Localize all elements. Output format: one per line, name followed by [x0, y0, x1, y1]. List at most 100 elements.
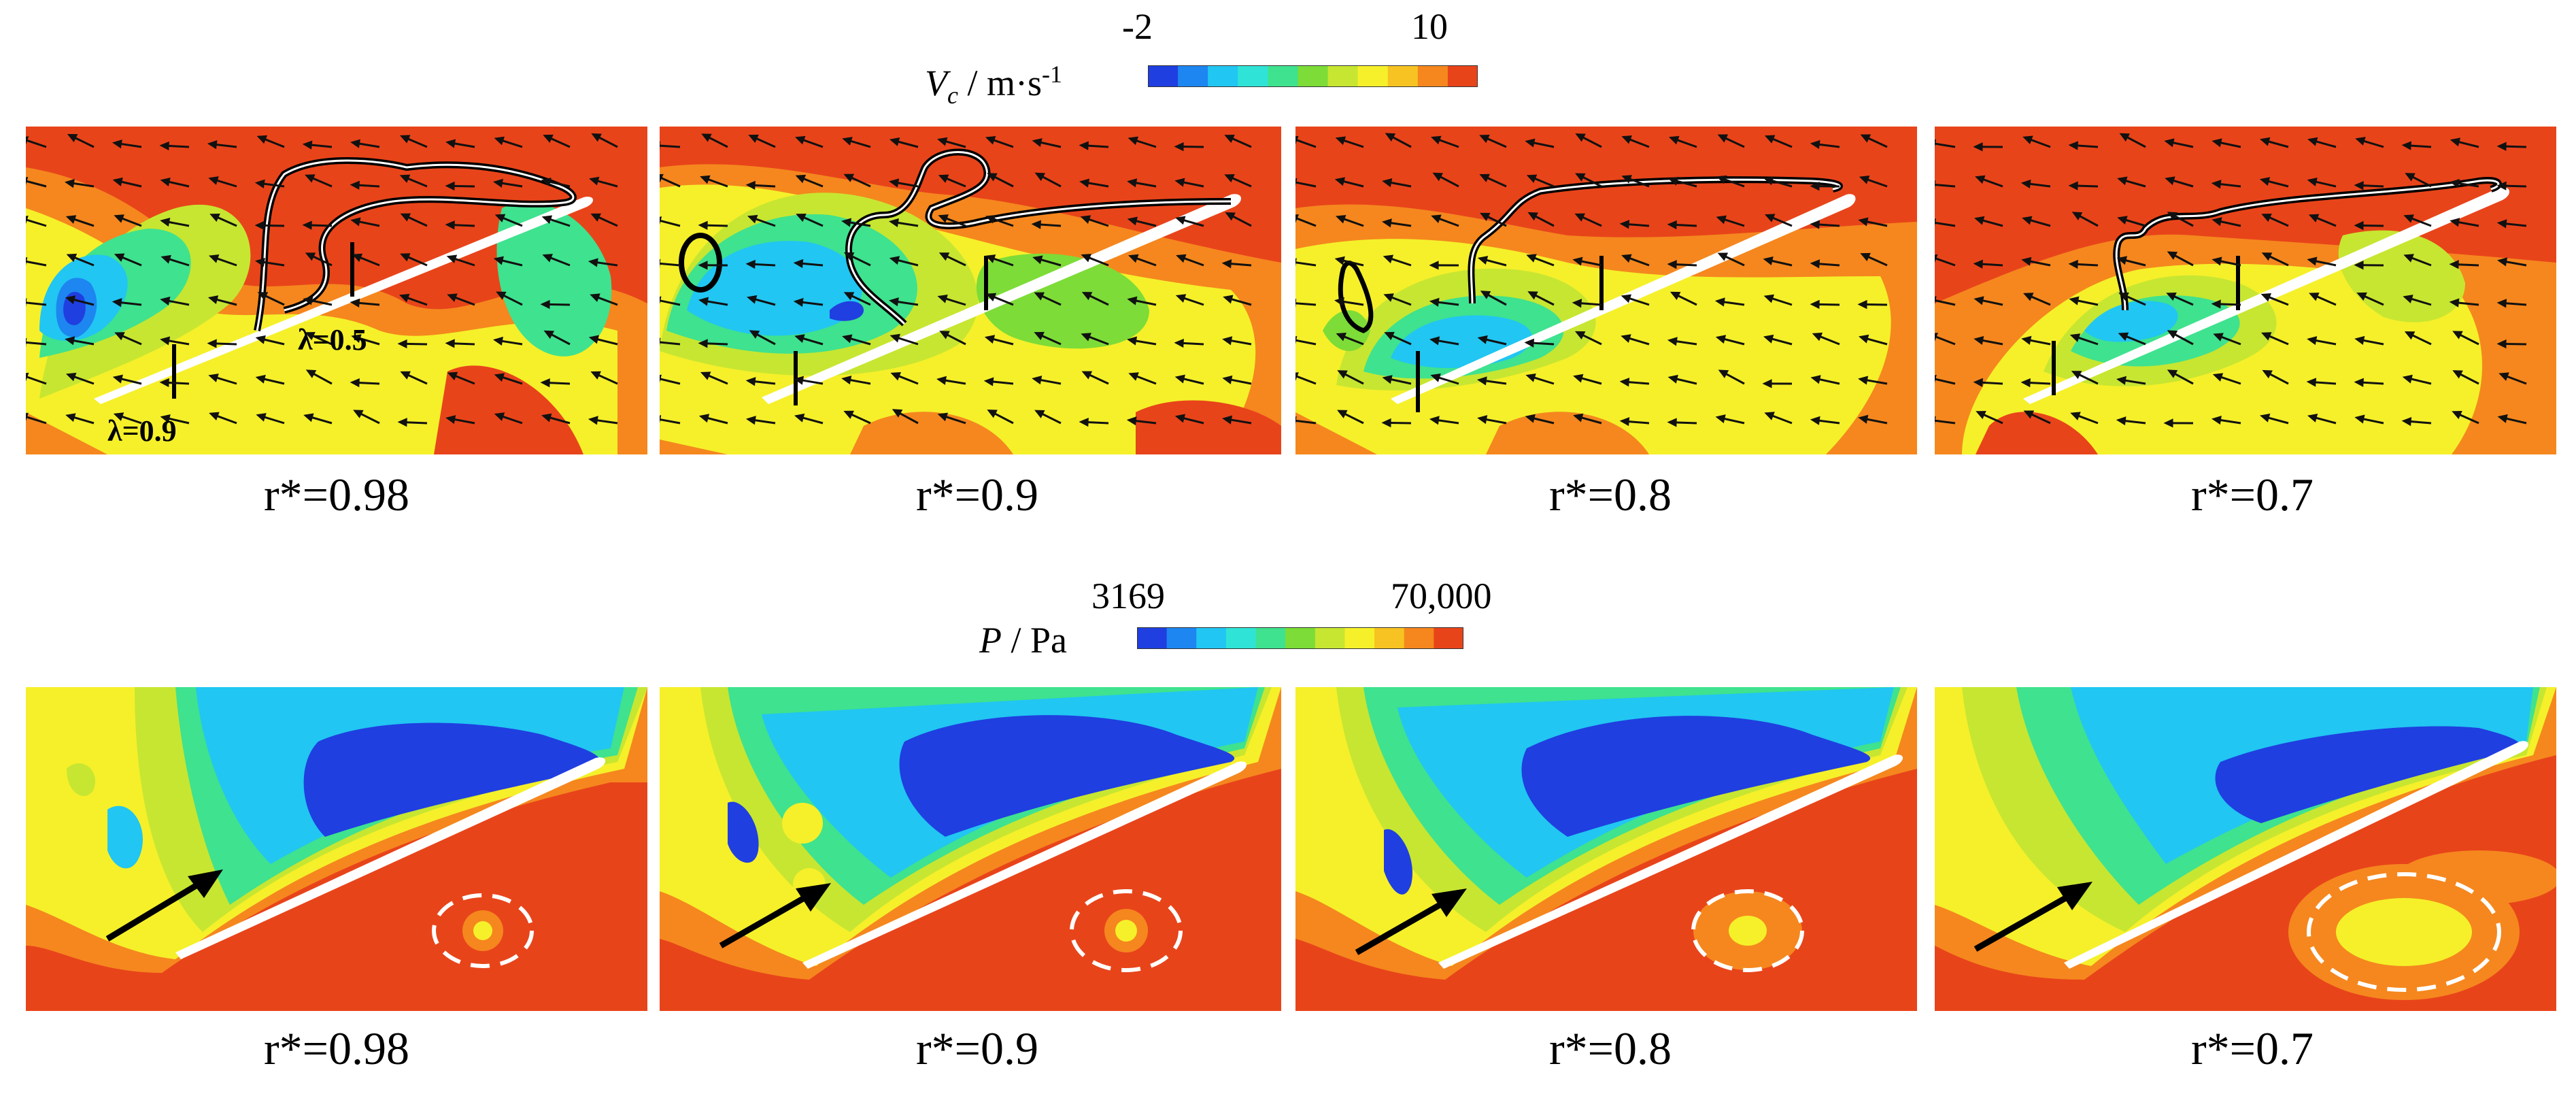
velocity-colorbar-label: Vc / m·s-1: [925, 61, 1062, 109]
velocity-vector-head: [1973, 378, 1983, 387]
velocity-vector-head: [256, 135, 268, 144]
velocity-vector-head: [1573, 413, 1584, 422]
velocity-vector-head: [1225, 212, 1236, 221]
velocity-vector-head: [889, 178, 900, 188]
velocity-vector: [660, 299, 681, 306]
velocity-vector-head: [1573, 373, 1584, 383]
velocity-vector-head: [26, 216, 29, 225]
velocity-vector-head: [1975, 175, 1986, 184]
velocity-vector-head: [1621, 334, 1631, 343]
velocity-vector-head: [698, 339, 708, 348]
velocity-vector-head: [399, 293, 410, 303]
velocity-vector-head: [2449, 298, 2460, 308]
velocity-vector-head: [698, 261, 708, 270]
velocity-vector-head: [1619, 378, 1630, 387]
velocity-vector-head: [2450, 218, 2460, 227]
velocity-vector: [1295, 138, 1317, 148]
velocity-vector: [1935, 378, 1956, 385]
velocity-vector-head: [2402, 374, 2413, 384]
velocity-vector-head: [1973, 335, 1984, 346]
velocity-vector-head: [1479, 173, 1490, 182]
velocity-vector-head: [1432, 172, 1444, 182]
velocity-vector-head: [209, 412, 220, 421]
velocity-vector-head: [2497, 257, 2508, 267]
velocity-vector-head: [1810, 299, 1820, 310]
velocity-vector-head: [26, 412, 29, 422]
velocity-vector-head: [112, 374, 123, 384]
velocity-vector-head: [1334, 177, 1346, 186]
pressure-panel-3: [1295, 687, 1917, 1011]
velocity-vector-head: [26, 136, 29, 145]
velocity-vector-head: [888, 297, 899, 307]
velocity-vector-head: [2403, 254, 2414, 263]
velocity-vector-head: [207, 295, 219, 305]
velocity-vector-head: [1079, 141, 1089, 150]
velocity-vector-head: [541, 413, 552, 422]
velocity-vector-head: [1336, 333, 1347, 342]
velocity-vector-head: [1763, 294, 1774, 303]
velocity-vector-head: [749, 330, 760, 339]
velocity-vector-head: [2023, 293, 2034, 301]
velocity-vector-head: [842, 137, 853, 146]
velocity-vector-head: [160, 254, 171, 264]
velocity-vector-head: [540, 378, 550, 388]
velocity-vector-head: [588, 258, 598, 267]
velocity-vector-head: [1081, 254, 1091, 263]
velocity-vector-head: [303, 413, 314, 422]
velocity-vector-head: [2401, 417, 2412, 427]
velocity-vector: [26, 375, 47, 385]
velocity-vector-head: [1812, 332, 1823, 342]
velocity-vector-head: [1764, 135, 1776, 144]
velocity-panel-3-label: r*=0.8: [1549, 469, 1672, 520]
velocity-colorbar: [1148, 65, 1478, 87]
velocity-vector-head: [1128, 254, 1139, 263]
velocity-vector-head: [1081, 333, 1091, 342]
velocity-vector: [660, 176, 681, 188]
velocity-vector-head: [1127, 336, 1138, 346]
velocity-vector-head: [2021, 256, 2032, 266]
velocity-vector-head: [2452, 410, 2462, 420]
velocity-vector-head: [1574, 331, 1586, 340]
velocity-vector-head: [493, 336, 503, 346]
velocity-vector-head: [2496, 142, 2507, 151]
velocity-vector-head: [2308, 214, 2320, 222]
velocity-vector-head: [1476, 376, 1487, 386]
velocity-vector-head: [1174, 374, 1185, 384]
velocity-vector-head: [2403, 214, 2414, 223]
velocity-vector-head: [541, 215, 553, 225]
velocity-vector-head: [1477, 256, 1489, 265]
velocity-vector-head: [985, 215, 996, 224]
velocity-vector-head: [1714, 297, 1725, 307]
velocity-panel-2: [660, 127, 1281, 454]
velocity-vector-head: [1762, 379, 1772, 388]
velocity-vector-head: [2211, 138, 2222, 148]
velocity-vector-head: [494, 412, 505, 421]
velocity-vector-head: [1575, 173, 1586, 182]
velocity-vector-head: [1222, 415, 1233, 425]
velocity-vector-head: [302, 220, 312, 230]
velocity-vector-head: [207, 339, 217, 348]
velocity-vector-head: [255, 374, 266, 384]
velocity-vector-head: [1176, 254, 1187, 263]
velocity-vector-head: [937, 412, 949, 422]
colorbar-swatch: [1178, 65, 1208, 87]
velocity-vector-head: [987, 173, 998, 182]
velocity-vector-head: [64, 179, 75, 188]
velocity-vector: [1935, 335, 1956, 346]
colorbar-swatch: [1208, 65, 1238, 87]
velocity-vector-head: [2403, 295, 2413, 303]
velocity-vector: [1295, 261, 1317, 267]
velocity-vector-head: [2212, 373, 2224, 382]
colorbar-swatch: [1387, 65, 1419, 87]
velocity-vector-head: [889, 256, 900, 265]
velocity-vector-head: [65, 336, 75, 346]
velocity-vector-head: [1295, 135, 1299, 145]
velocity-vector-head: [2496, 181, 2507, 190]
velocity-vector-head: [843, 292, 855, 301]
velocity-vector-head: [1381, 418, 1391, 428]
velocity-vector-head: [698, 414, 710, 423]
velocity-vector-head: [2213, 333, 2224, 342]
velocity-panel-1-label: r*=0.98: [264, 469, 409, 520]
velocity-vector-head: [1127, 296, 1138, 305]
velocity-vector-head: [2355, 137, 2366, 146]
